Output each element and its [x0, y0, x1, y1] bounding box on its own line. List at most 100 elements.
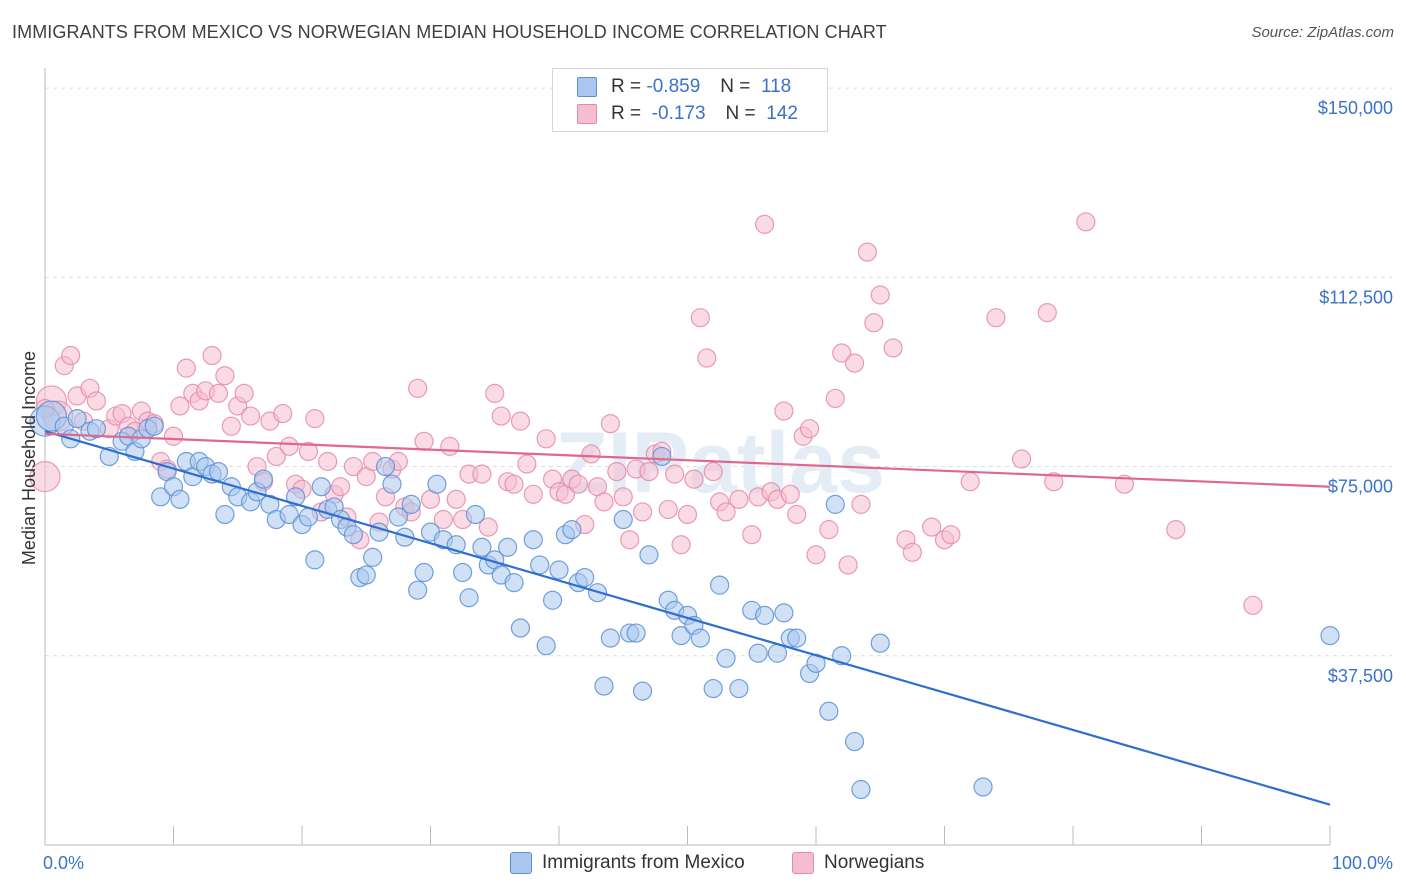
mexico-point	[530, 555, 550, 575]
axes	[44, 68, 1331, 846]
norwegian-point	[857, 242, 878, 262]
norwegian-point	[665, 464, 685, 484]
mexico-point	[729, 678, 749, 699]
mexico-point	[748, 643, 768, 663]
mexico-point	[498, 537, 518, 557]
mexico-point	[671, 625, 691, 646]
x-tick-label: 0.0%	[43, 853, 84, 873]
mexico-point	[1320, 625, 1340, 646]
norwegian-point	[215, 366, 235, 386]
mexico-point	[774, 603, 794, 623]
mexico-point	[870, 633, 890, 653]
mexico-point	[382, 474, 402, 494]
norwegian-point	[29, 461, 61, 493]
mexico-point	[613, 509, 633, 530]
mexico-point	[632, 681, 653, 701]
norwegian-point	[440, 436, 460, 456]
norwegian-point	[208, 383, 229, 403]
legend-label-mexico: Immigrants from Mexico	[542, 852, 745, 873]
mexico-point	[343, 525, 363, 545]
norwegian-point	[279, 436, 299, 456]
mexico-point	[819, 701, 839, 721]
mexico-point	[600, 628, 621, 648]
legend-swatch-blue	[510, 852, 532, 874]
norwegian-point	[1011, 449, 1032, 469]
mexico-point	[215, 504, 235, 525]
legend-row-mexico: R = -0.859 N = 118	[577, 75, 791, 99]
mexico-point	[253, 469, 274, 489]
norwegian-point	[298, 441, 319, 462]
mexico-point	[285, 487, 306, 507]
norwegian-point	[318, 451, 338, 472]
y-axis-label: Median Household Income	[19, 351, 39, 565]
norwegians-trend-line	[44, 432, 1331, 488]
mexico-point	[472, 537, 492, 557]
norwegian-point	[600, 414, 621, 434]
norwegian-point	[163, 426, 184, 446]
norwegian-point	[806, 545, 826, 565]
norwegian-point	[491, 406, 511, 426]
mexico-trend-line	[44, 430, 1331, 806]
norwegian-point	[742, 525, 762, 545]
norwegian-point	[697, 348, 717, 368]
norwegian-point	[729, 489, 749, 509]
norwegian-point	[414, 431, 434, 451]
norwegian-point	[986, 308, 1006, 328]
y-tick-label: $37,500	[1328, 666, 1393, 686]
mexico-point	[626, 623, 646, 643]
legend-r-label: R =	[611, 103, 642, 124]
norwegian-point	[620, 530, 640, 550]
norwegian-point	[1044, 472, 1064, 492]
norwegian-point	[1166, 520, 1186, 540]
mexico-point	[594, 676, 614, 696]
mexico-point	[388, 507, 408, 527]
mexico-point	[639, 545, 659, 565]
norwegian-point	[677, 504, 698, 525]
norwegian-point	[273, 403, 293, 424]
norwegian-point	[922, 517, 942, 537]
mexico-point	[510, 618, 531, 638]
mexico-point	[716, 648, 736, 668]
norwegian-point	[504, 474, 524, 494]
norwegian-point	[408, 378, 428, 398]
legend-r-label: R =	[611, 76, 642, 97]
norwegian-point	[241, 406, 261, 426]
norwegian-point	[472, 464, 492, 484]
legend-swatch-blue	[577, 77, 597, 97]
mexico-point	[690, 628, 710, 648]
norwegian-point	[870, 285, 890, 305]
mexico-point	[414, 562, 434, 583]
norwegian-point	[632, 502, 653, 522]
norwegian-point	[780, 484, 800, 504]
mexico-point	[86, 419, 107, 439]
mexico-point	[363, 547, 383, 567]
mexico-point	[356, 565, 376, 585]
mexico-point	[542, 590, 563, 610]
norwegian-point	[221, 416, 241, 436]
norwegian-point	[703, 461, 723, 482]
norwegian-point	[86, 391, 107, 411]
legend-label-norwegians: Norwegians	[824, 852, 925, 873]
mexico-point	[144, 416, 164, 436]
norwegian-point	[819, 520, 839, 540]
grid-lines	[45, 87, 1392, 657]
norwegian-point	[202, 345, 222, 366]
norwegian-point	[851, 494, 871, 514]
mexico-point	[844, 731, 865, 752]
mexico-point	[504, 573, 524, 593]
norwegian-point	[176, 358, 196, 378]
norwegian-point	[523, 484, 543, 504]
mexico-point	[562, 520, 582, 540]
chart-title: IMMIGRANTS FROM MEXICO VS NORWEGIAN MEDI…	[12, 22, 887, 42]
norwegian-point	[774, 401, 794, 421]
mexico-point	[825, 494, 845, 514]
legend-item-mexico[interactable]: Immigrants from Mexico	[510, 852, 745, 874]
mexico-point	[67, 409, 87, 429]
norwegian-point	[61, 345, 81, 366]
norwegian-point	[536, 429, 556, 449]
legend-n-value: 118	[760, 76, 792, 97]
legend-item-norwegians[interactable]: Norwegians	[792, 852, 924, 874]
norwegian-point	[799, 419, 820, 439]
norwegian-point	[716, 502, 736, 522]
